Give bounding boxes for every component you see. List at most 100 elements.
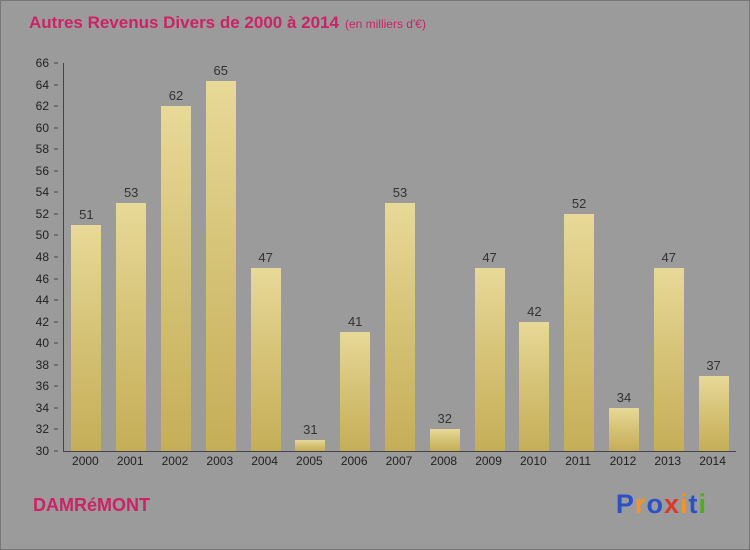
bar-slot: 31 [288, 63, 332, 451]
y-axis: 30 32 34 36 38 40 42 44 46 48 50 52 54 56 58 60 62 64 66 [1, 56, 59, 458]
bar-value-label: 47 [661, 249, 676, 265]
bar-slot: 62 [154, 63, 198, 451]
bar-value-label: 41 [347, 314, 363, 330]
y-tick-mark [54, 84, 58, 86]
x-tick-label: 2009 [475, 454, 502, 468]
bar [519, 321, 550, 451]
bar [564, 213, 595, 451]
bar-slot: 42 [512, 63, 556, 451]
x-tick-label: 2002 [161, 454, 189, 468]
bar [250, 267, 281, 451]
x-axis-labels: 2000 2001 2002 2003 2004 2005 2006 2007 2008 2009… [63, 454, 735, 468]
x-tick-label: 2003 [206, 454, 234, 468]
y-tick-mark [54, 62, 58, 64]
bar-slot: 47 [647, 63, 691, 451]
y-tick-label: 56 [35, 163, 49, 178]
y-tick-label: 32 [35, 422, 49, 437]
y-tick-mark [54, 105, 58, 107]
bar-slot: 51 [64, 63, 108, 451]
bar-value-label: 52 [571, 195, 587, 211]
bar [116, 203, 147, 451]
x-tick-label: 2013 [654, 454, 682, 468]
x-tick-label: 2004 [251, 454, 278, 468]
bar-slot: 53 [378, 63, 422, 451]
bar-value-label: 53 [392, 185, 408, 201]
y-tick-label: 30 [35, 444, 49, 458]
bar-value-label: 47 [482, 249, 497, 265]
logo-letter: x [663, 489, 680, 519]
bar-value-label: 53 [123, 185, 139, 201]
bar-slot: 47 [244, 63, 288, 451]
logo-letter: P [615, 489, 635, 519]
y-tick-mark [54, 299, 58, 301]
y-tick-label: 38 [35, 357, 49, 372]
y-tick-label: 34 [35, 400, 49, 415]
logo-letter: t [688, 489, 699, 519]
x-tick-label: 2001 [116, 454, 144, 468]
logo-letter: o [646, 489, 664, 519]
logo-letter: r [634, 489, 647, 519]
x-tick-label: 2006 [340, 454, 368, 468]
y-tick-mark [54, 450, 58, 452]
bar [474, 267, 505, 451]
x-tick-label: 2011 [565, 454, 592, 468]
x-tick-label: 2007 [385, 454, 413, 468]
y-tick-mark [54, 127, 58, 129]
bar-value-label: 65 [213, 63, 229, 78]
logo-letter: i [679, 489, 689, 519]
bar-slot: 37 [692, 63, 736, 451]
bar-value-label: 34 [616, 389, 632, 405]
bar-value-label: 37 [706, 357, 721, 373]
y-tick-label: 58 [35, 142, 49, 157]
x-tick-label: 2014 [699, 454, 726, 468]
y-tick-label: 64 [35, 77, 49, 92]
y-tick-mark [54, 278, 58, 280]
bar [698, 375, 729, 451]
bar-slot: 65 [199, 63, 243, 451]
x-tick-label: 2000 [72, 454, 99, 468]
y-tick-mark [54, 213, 58, 215]
y-tick-label: 46 [35, 271, 49, 286]
y-tick-mark [54, 428, 58, 430]
y-tick-mark [54, 407, 58, 409]
bar-slot: 34 [602, 63, 646, 451]
y-tick-label: 44 [35, 293, 49, 308]
bar [295, 440, 326, 451]
y-tick-mark [54, 170, 58, 172]
y-tick-label: 62 [35, 99, 49, 114]
y-tick-label: 66 [35, 56, 49, 70]
y-tick-mark [54, 148, 58, 150]
bar [608, 407, 639, 451]
bar-slot: 47 [468, 63, 512, 451]
y-tick-label: 36 [35, 379, 49, 394]
bar-value-label: 62 [168, 88, 184, 104]
y-tick-mark [54, 385, 58, 387]
x-tick-label: 2010 [520, 454, 547, 468]
chart-title: Autres Revenus Divers de 2000 à 2014 (en … [29, 13, 426, 33]
bar-slot: 52 [557, 63, 601, 451]
y-tick-mark [54, 256, 58, 258]
y-tick-mark [54, 342, 58, 344]
bar-value-label: 42 [527, 303, 542, 319]
bar-value-label: 31 [303, 422, 318, 438]
bar [429, 429, 460, 451]
bar [340, 332, 371, 451]
bar [71, 224, 102, 451]
chart-subtitle: (en milliers d'€) [344, 17, 426, 31]
bar [205, 81, 236, 451]
bar-slot: 53 [109, 63, 153, 451]
bar-value-label: 47 [258, 249, 273, 265]
y-tick-label: 50 [35, 228, 49, 243]
bar-value-label: 51 [79, 206, 94, 222]
y-tick-mark [54, 364, 58, 366]
y-tick-label: 60 [35, 120, 49, 135]
y-tick-label: 54 [35, 185, 49, 200]
bar-slot: 41 [333, 63, 377, 451]
y-tick-mark [54, 191, 58, 193]
plot-area: 51 53 62 65 47 31 41 53 32 47 42 52 34 47 37 [63, 63, 736, 452]
y-tick-label: 42 [35, 314, 49, 329]
logo-letter: i [698, 489, 707, 519]
x-tick-label: 2005 [296, 454, 323, 468]
y-tick-mark [54, 234, 58, 236]
